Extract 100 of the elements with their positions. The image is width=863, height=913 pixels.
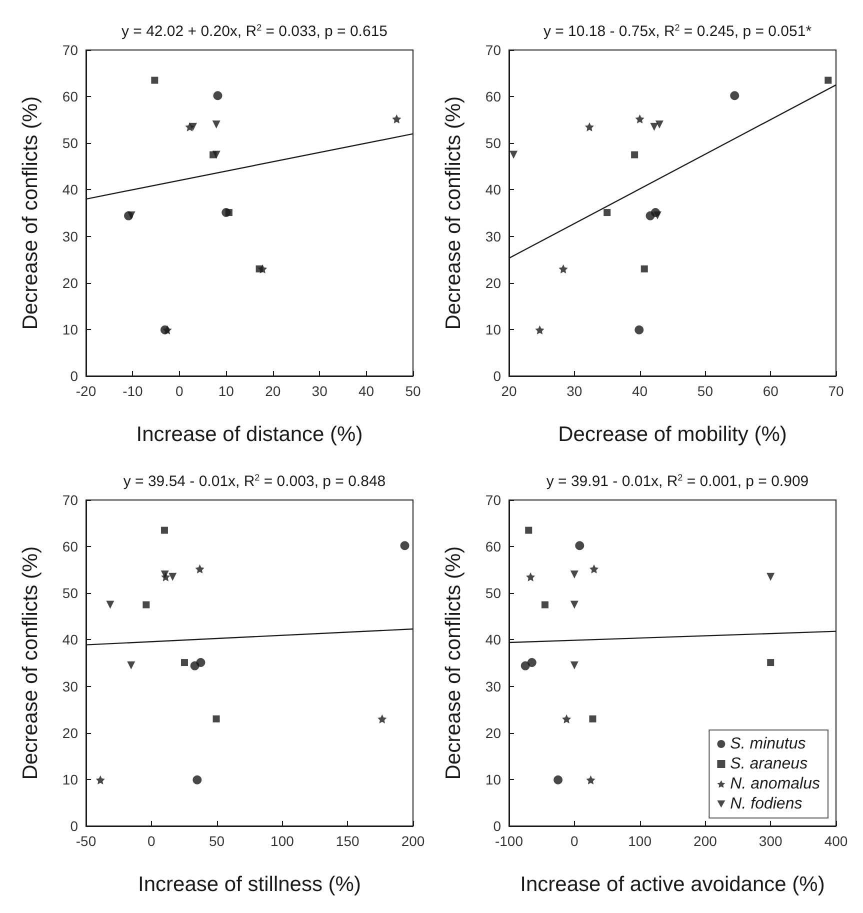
x-tick-label: 100 <box>628 833 652 849</box>
y-tick-label: 20 <box>485 274 502 291</box>
point <box>212 715 220 722</box>
point <box>653 211 662 220</box>
point <box>570 661 578 670</box>
legend-label: S. araneus <box>730 756 808 772</box>
point <box>127 211 136 220</box>
point <box>213 91 222 100</box>
point <box>525 526 532 534</box>
y-tick-label: 70 <box>485 492 502 508</box>
x-tick-label: -50 <box>76 833 96 849</box>
y-tick-label: 50 <box>62 135 78 152</box>
x-tick-label: 200 <box>694 833 718 849</box>
y-tick-label: 20 <box>62 274 78 291</box>
point <box>258 264 268 274</box>
point <box>535 325 544 334</box>
point <box>190 661 200 670</box>
y-tick-label: 40 <box>485 632 502 648</box>
y-tick-label: 50 <box>62 585 78 602</box>
x-tick-label: 200 <box>401 833 425 849</box>
y-tick-label: 50 <box>485 585 502 602</box>
point <box>635 114 644 124</box>
y-tick-label: 20 <box>485 724 502 741</box>
point <box>730 91 740 100</box>
x-axis-title: Increase of stillness (%) <box>138 873 361 896</box>
y-tick-label: 70 <box>485 42 502 58</box>
point <box>650 122 658 131</box>
x-tick-label: 50 <box>209 833 225 849</box>
y-axis-title: Decrease of conflicts (%) <box>19 96 42 330</box>
x-tick-label: 50 <box>405 383 421 399</box>
y-tick-label: 40 <box>62 182 78 198</box>
x-tick-label: 70 <box>828 383 844 399</box>
y-tick-label: 40 <box>62 632 78 648</box>
point <box>631 151 638 158</box>
point <box>162 325 172 334</box>
point <box>180 659 188 666</box>
y-tick-label: 60 <box>485 88 502 105</box>
point <box>160 570 169 579</box>
x-tick-label: 400 <box>824 833 848 849</box>
x-tick-label: 100 <box>270 833 294 849</box>
point <box>400 541 410 550</box>
y-tick-label: 70 <box>62 492 78 508</box>
x-tick-label: 40 <box>358 383 374 399</box>
point <box>589 715 596 722</box>
point <box>188 122 197 131</box>
y-tick-label: 30 <box>62 678 78 694</box>
y-tick-label: 10 <box>62 321 78 338</box>
point <box>96 775 105 784</box>
point <box>510 150 518 159</box>
y-tick-label: 20 <box>62 724 78 741</box>
point <box>766 572 775 581</box>
point <box>586 775 596 784</box>
point <box>378 714 387 724</box>
point <box>655 120 664 129</box>
y-tick-label: 30 <box>62 228 78 244</box>
x-tick-label: 50 <box>697 383 714 399</box>
point <box>634 325 644 334</box>
point <box>590 564 599 574</box>
y-tick-label: 30 <box>485 228 502 244</box>
x-axis-title: Decrease of mobility (%) <box>558 423 787 446</box>
y-tick-label: 0 <box>70 368 78 384</box>
x-tick-label: 30 <box>312 383 328 399</box>
point <box>520 661 530 670</box>
x-tick-label: 60 <box>762 383 779 399</box>
x-tick-label: 150 <box>336 833 360 849</box>
point <box>195 564 204 574</box>
y-tick-label: 10 <box>62 771 78 788</box>
point <box>212 120 220 129</box>
y-tick-label: 50 <box>485 135 502 152</box>
point <box>558 264 568 274</box>
x-tick-label: -20 <box>76 383 96 399</box>
point <box>212 150 220 159</box>
point <box>168 572 177 581</box>
x-tick-label: 20 <box>265 383 281 399</box>
y-axis-title: Decrease of conflicts (%) <box>442 96 465 330</box>
point <box>127 661 136 670</box>
y-tick-label: 0 <box>493 368 502 384</box>
point <box>562 714 572 724</box>
point <box>554 775 563 784</box>
y-tick-label: 60 <box>485 538 502 555</box>
point <box>225 209 232 216</box>
y-tick-label: 10 <box>485 771 502 788</box>
point <box>604 209 611 216</box>
point <box>392 114 402 124</box>
y-tick-label: 30 <box>485 678 502 694</box>
legend-label: N. anomalus <box>730 776 820 792</box>
point <box>570 600 578 609</box>
x-axis-title: Increase of distance (%) <box>136 423 363 446</box>
x-tick-label: 0 <box>176 383 184 399</box>
point <box>541 601 548 608</box>
x-tick-label: 300 <box>758 833 782 849</box>
y-tick-label: 60 <box>62 88 78 105</box>
y-tick-label: 70 <box>62 42 78 58</box>
x-tick-label: 0 <box>570 833 578 849</box>
x-tick-label: 40 <box>632 383 648 399</box>
y-axis-title: Decrease of conflicts (%) <box>19 546 42 780</box>
x-tick-label: -100 <box>494 833 524 849</box>
point <box>767 659 774 666</box>
point <box>575 541 584 550</box>
y-tick-label: 10 <box>485 321 502 338</box>
